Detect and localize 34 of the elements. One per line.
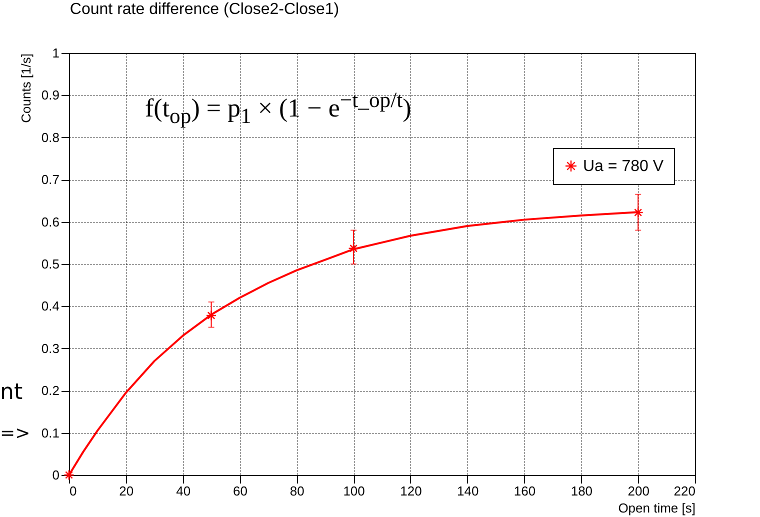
x-tick-label: 200 xyxy=(628,484,650,498)
chart-title: Count rate difference (Close2-Close1) xyxy=(70,1,340,18)
x-tick-label: 40 xyxy=(176,484,191,498)
annotation: f(t$_{op}$) = p$_{1}$ × (1 − e$^{−t_op/t}$) xyxy=(145,88,412,129)
legend-label: Ua = 780 V xyxy=(583,158,664,175)
text: nt xyxy=(0,380,23,405)
x-axis-title: Open time [s] xyxy=(618,500,696,516)
y-tick-label: 0.5 xyxy=(41,256,60,272)
point xyxy=(632,207,644,218)
y-tick-label: 0.4 xyxy=(41,298,60,314)
y-tick-label: 1 xyxy=(52,46,60,60)
x-tick-label: 80 xyxy=(290,484,304,498)
y-tick-label: 0.6 xyxy=(41,214,60,230)
y-tick-label: 0.7 xyxy=(41,172,60,188)
y-tick-label: 0 xyxy=(52,468,60,482)
point xyxy=(348,242,359,254)
x-tick-label: 220 xyxy=(674,484,696,498)
point xyxy=(206,310,217,321)
x-tick-label: 20 xyxy=(119,484,134,498)
y-tick-label: 0.8 xyxy=(41,130,60,145)
point xyxy=(64,470,74,480)
y-tick-label: 0.9 xyxy=(41,88,60,103)
x-tick-label: 120 xyxy=(400,484,422,498)
text: => xyxy=(0,423,30,444)
x-tick-label: 0 xyxy=(70,484,77,498)
y-axis-title: Counts [1/s] xyxy=(18,54,34,123)
x-tick-label: 60 xyxy=(232,484,248,498)
x-tick-label: 100 xyxy=(343,484,365,498)
x-tick-label: 160 xyxy=(514,484,536,498)
x-tick-label: 180 xyxy=(570,484,593,498)
y-tick-label: 0.1 xyxy=(41,425,60,440)
y-tick-label: 0.2 xyxy=(41,383,60,398)
x-tick-label: 140 xyxy=(457,484,479,498)
y-tick-label: 0.3 xyxy=(41,340,60,356)
